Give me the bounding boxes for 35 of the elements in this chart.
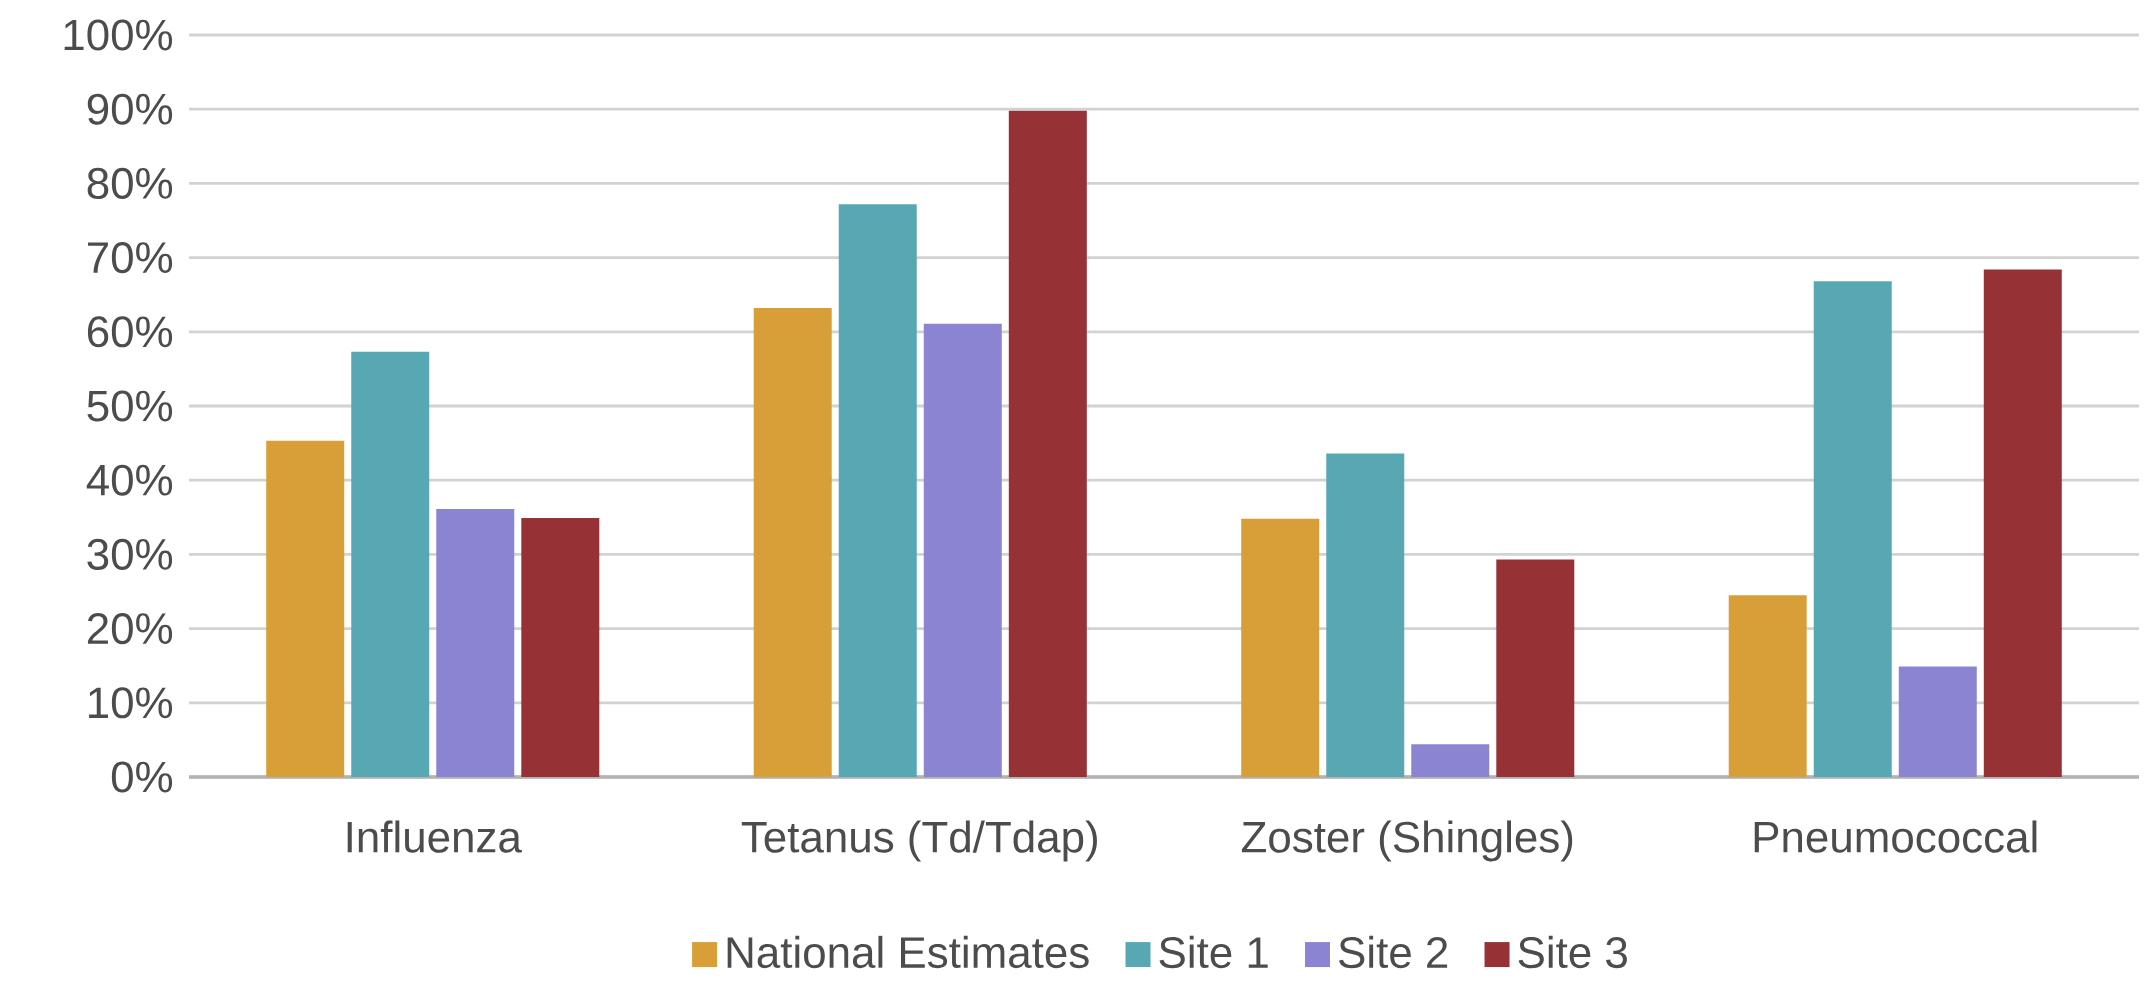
legend-label: Site 3 bbox=[1518, 935, 1627, 969]
bar bbox=[436, 509, 515, 777]
bar bbox=[1496, 559, 1575, 777]
y-tick-label: 80% bbox=[87, 167, 173, 199]
legend-label: National Estimates bbox=[727, 935, 1089, 969]
bar bbox=[753, 308, 832, 777]
y-tick-label: 20% bbox=[87, 613, 173, 645]
x-tick-label: Tetanus (Td/Tdap) bbox=[741, 820, 1097, 862]
bar bbox=[923, 323, 1002, 777]
y-tick-label: 10% bbox=[89, 687, 173, 719]
bar bbox=[266, 440, 345, 777]
y-tick-label: 40% bbox=[86, 464, 173, 496]
y-tick-label: 100% bbox=[64, 19, 173, 51]
y-tick-label: 90% bbox=[87, 93, 173, 125]
y-tick-label: 60% bbox=[87, 316, 173, 348]
y-tick-label: 30% bbox=[87, 538, 173, 570]
legend-label: Site 1 bbox=[1159, 935, 1268, 969]
y-tick-label: 50% bbox=[87, 390, 173, 422]
legend-label: Site 2 bbox=[1339, 935, 1448, 969]
bar bbox=[351, 351, 430, 777]
bar bbox=[1008, 110, 1087, 777]
bar bbox=[1241, 518, 1320, 777]
y-tick-label: 0% bbox=[111, 761, 173, 793]
bar bbox=[838, 204, 917, 777]
bar bbox=[1898, 666, 1977, 777]
x-tick-label: Influenza bbox=[347, 820, 522, 853]
bar bbox=[1983, 269, 2062, 777]
bar bbox=[1813, 281, 1892, 777]
bar bbox=[521, 518, 600, 777]
bar bbox=[1326, 453, 1405, 777]
bar bbox=[1728, 595, 1807, 777]
y-tick-label: 70% bbox=[87, 242, 173, 274]
bar bbox=[1411, 744, 1490, 777]
x-tick-label: Zoster (Shingles) bbox=[1241, 820, 1573, 862]
x-tick-label: Pneumococcal bbox=[1754, 820, 2037, 853]
